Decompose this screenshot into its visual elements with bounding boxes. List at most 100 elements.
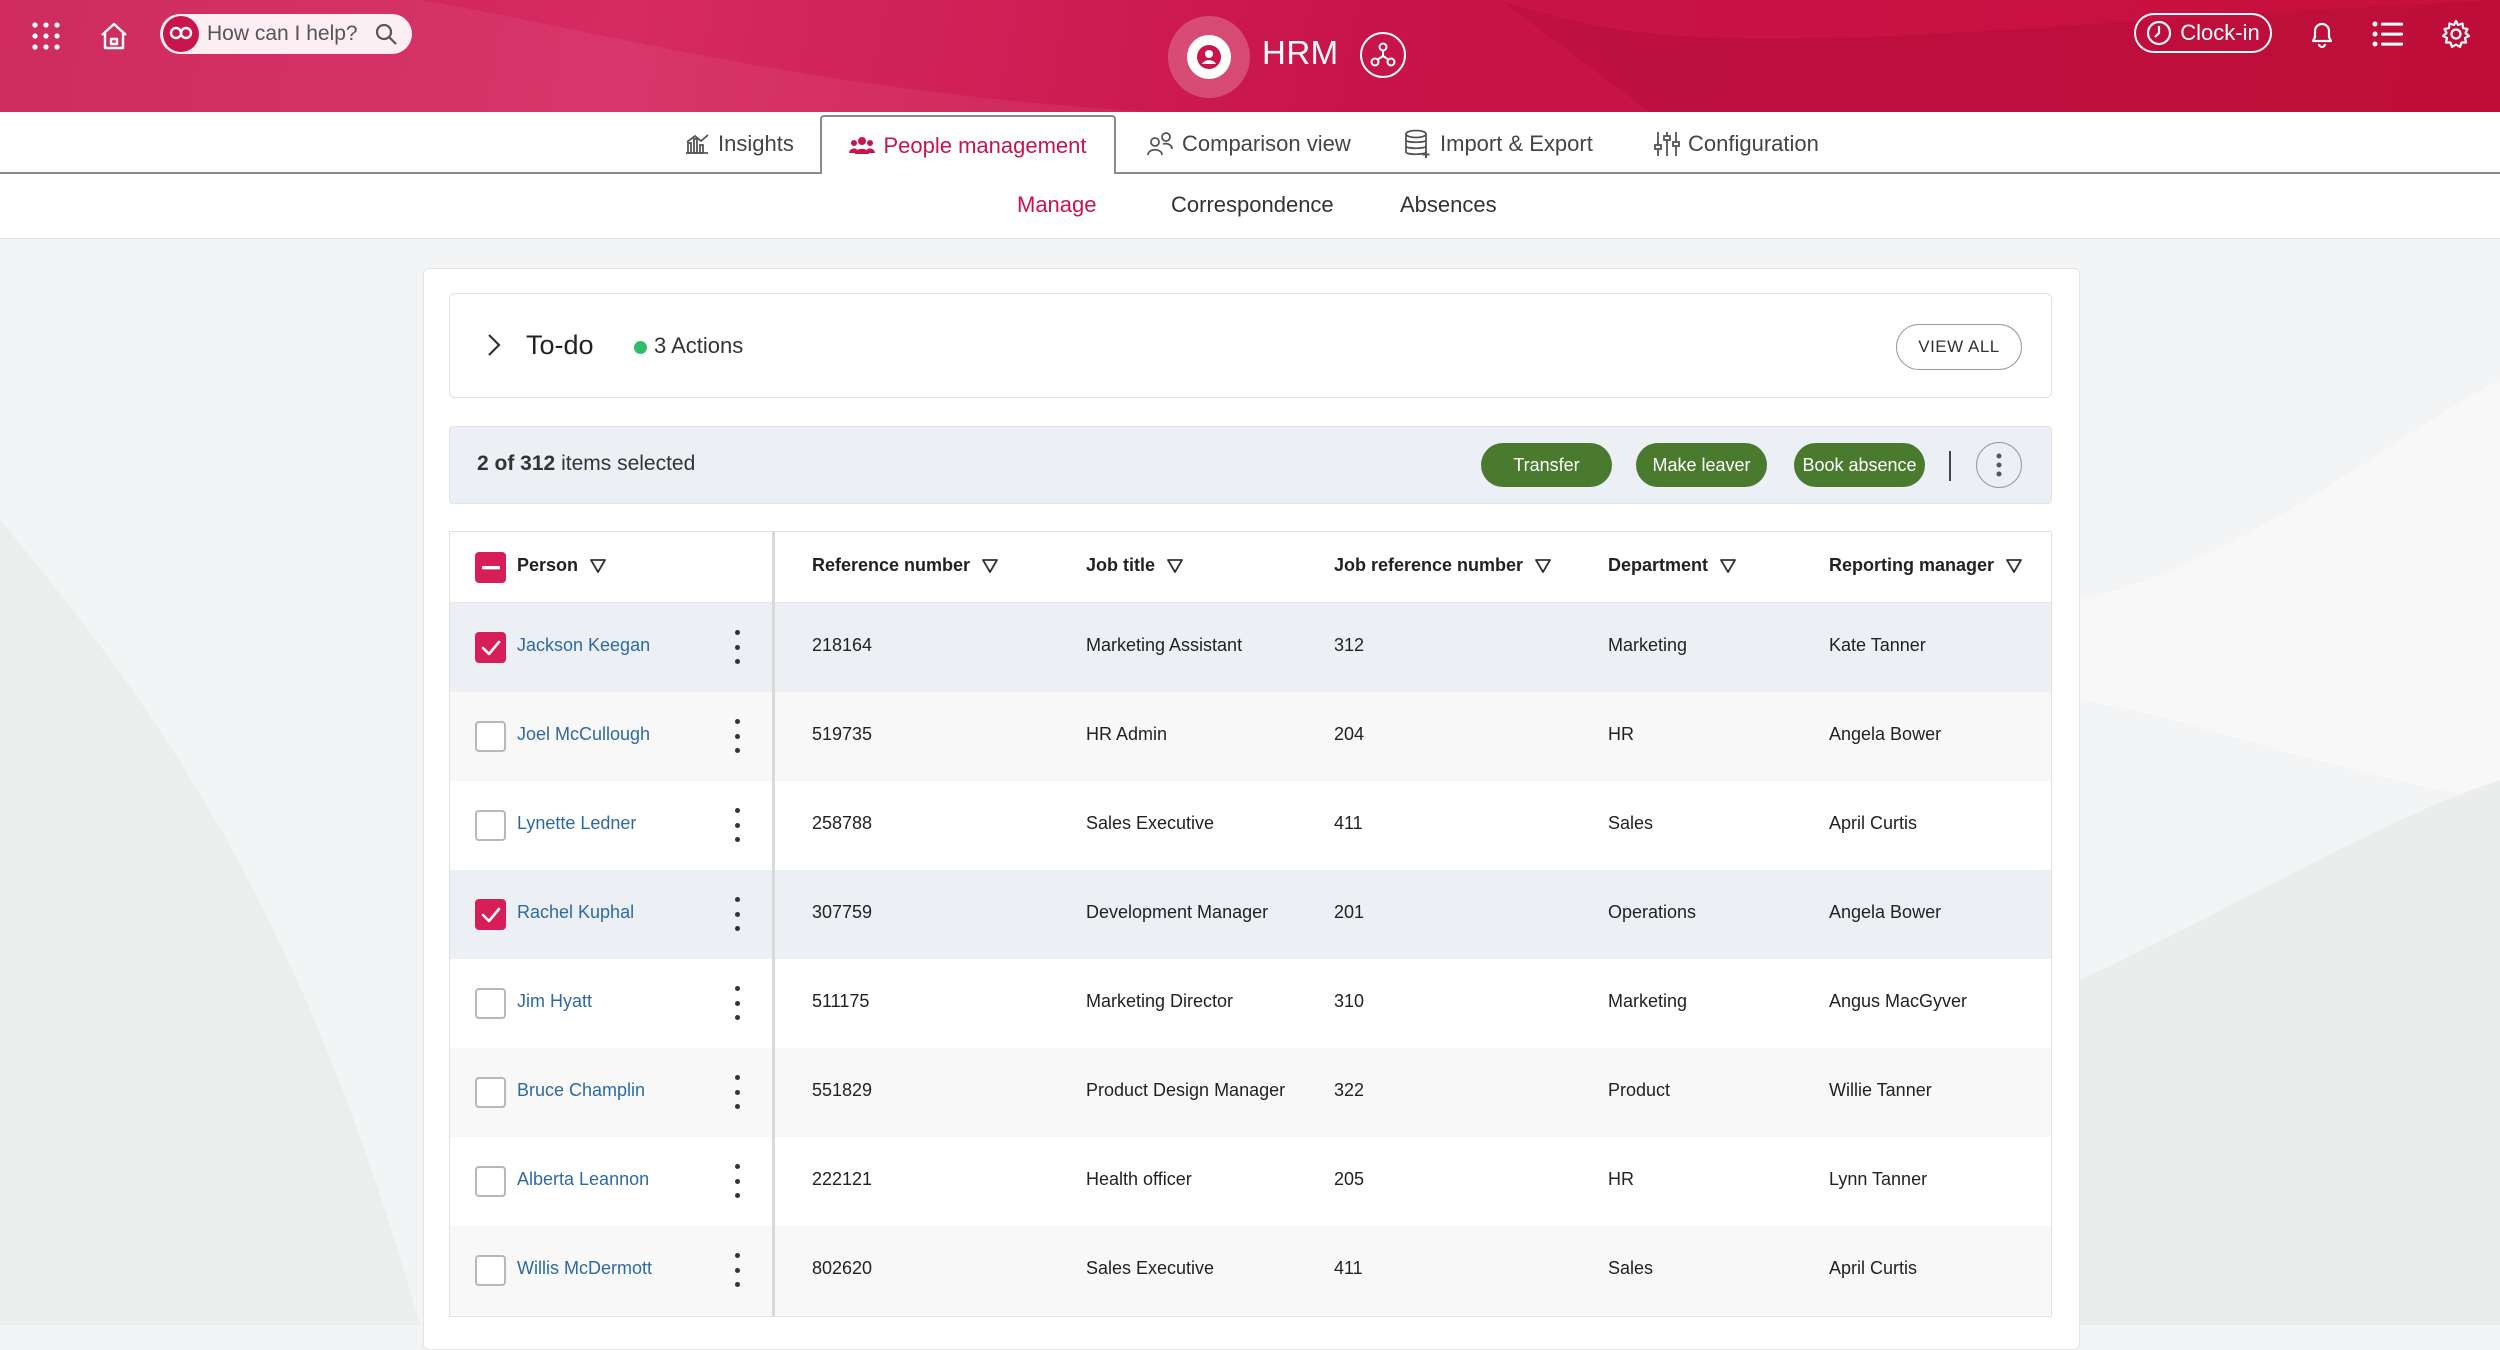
filter-icon[interactable] — [1720, 558, 1736, 573]
tab-people-management[interactable]: People management — [820, 115, 1116, 175]
cell-job-reference-number: 310 — [1334, 991, 1365, 1011]
cell-job-title: Marketing Assistant — [1086, 635, 1243, 655]
cell-job-reference-number: 322 — [1334, 1080, 1365, 1100]
sub-navigation: Manage Correspondence Absences — [0, 174, 2500, 239]
cell-department: Sales — [1608, 813, 1654, 833]
row-checkbox[interactable] — [475, 810, 506, 841]
person-link[interactable]: Jim Hyatt — [517, 991, 593, 1011]
cell-reference-number: 802620 — [812, 1258, 873, 1278]
person-link[interactable]: Rachel Kuphal — [517, 902, 635, 922]
book-absence-button[interactable]: Book absence — [1794, 443, 1925, 487]
row-more-icon[interactable] — [732, 630, 742, 664]
tab-insights[interactable]: Insights — [684, 116, 794, 172]
transfer-button[interactable]: Transfer — [1481, 443, 1612, 487]
table-row[interactable]: Willis McDermott 802620 Sales Executive 411… — [450, 1226, 2051, 1315]
row-checkbox[interactable] — [475, 899, 506, 930]
cell-reporting-manager: April Curtis — [1829, 1258, 1918, 1278]
chevron-right-icon[interactable] — [486, 332, 502, 363]
col-reporting-manager-label: Reporting manager — [1829, 555, 1995, 575]
subnav-correspondence[interactable]: Correspondence — [1171, 192, 1334, 217]
make-leaver-button[interactable]: Make leaver — [1636, 443, 1767, 487]
row-more-icon[interactable] — [732, 897, 742, 931]
checkmark-icon — [481, 640, 500, 655]
row-checkbox[interactable] — [475, 1166, 506, 1197]
table-row[interactable]: Rachel Kuphal 307759 Development Manager 20… — [450, 870, 2051, 959]
search-icon[interactable] — [374, 22, 398, 46]
row-checkbox[interactable] — [475, 1077, 506, 1108]
col-job-title[interactable]: Job title — [1086, 555, 1183, 576]
row-more-icon[interactable] — [732, 719, 742, 753]
person-link[interactable]: Willis McDermott — [517, 1258, 652, 1278]
person-link[interactable]: Jackson Keegan — [517, 635, 651, 655]
col-reporting-manager[interactable]: Reporting manager — [1829, 555, 2022, 576]
col-reference-number-label: Reference number — [812, 555, 971, 575]
cell-department: Marketing — [1608, 991, 1688, 1011]
col-person[interactable]: Person — [517, 555, 606, 576]
settings-gear-icon[interactable] — [2436, 14, 2476, 54]
table-row[interactable]: Jackson Keegan 218164 Marketing Assistant 3… — [450, 603, 2051, 692]
cell-reporting-manager: Lynn Tanner — [1829, 1169, 1928, 1189]
selection-suffix: items selected — [561, 452, 696, 475]
cell-department: HR — [1608, 1169, 1634, 1189]
filter-icon[interactable] — [1167, 558, 1183, 573]
row-checkbox[interactable] — [475, 988, 506, 1019]
home-icon[interactable] — [94, 16, 134, 56]
row-checkbox[interactable] — [475, 1255, 506, 1286]
cell-reporting-manager: Angela Bower — [1829, 902, 1942, 922]
tab-comparison-view[interactable]: Comparison view — [1146, 116, 1351, 172]
people-table: Person Reference number Job title Job re… — [449, 531, 2052, 1317]
table-row[interactable]: Alberta Leannon 222121 Health officer 205 HR… — [450, 1137, 2051, 1226]
tab-insights-label: Insights — [718, 131, 794, 156]
org-network-button[interactable] — [1360, 32, 1406, 78]
search-placeholder: How can I help? — [207, 22, 358, 45]
row-more-icon[interactable] — [732, 808, 742, 842]
col-job-reference-number[interactable]: Job reference number — [1334, 555, 1551, 576]
clockin-button[interactable]: Clock-in — [2134, 13, 2272, 53]
row-checkbox[interactable] — [475, 721, 506, 752]
person-link[interactable]: Alberta Leannon — [517, 1169, 650, 1189]
assistant-search[interactable]: How can I help? — [160, 14, 412, 54]
cell-reporting-manager: Willie Tanner — [1829, 1080, 1932, 1100]
col-department[interactable]: Department — [1608, 555, 1736, 576]
selection-count: 2 of 312 — [477, 452, 556, 475]
tab-configuration-label: Configuration — [1688, 131, 1819, 156]
list-menu-icon[interactable] — [2368, 14, 2408, 54]
select-all-checkbox[interactable] — [475, 552, 506, 583]
more-actions-button[interactable] — [1976, 442, 2022, 488]
tab-configuration[interactable]: Configuration — [1654, 116, 1819, 172]
row-more-icon[interactable] — [732, 1253, 742, 1287]
cell-job-title: Development Manager — [1086, 902, 1269, 922]
filter-icon[interactable] — [2006, 558, 2022, 573]
table-row[interactable]: Lynette Ledner 258788 Sales Executive 411 Sa… — [450, 781, 2051, 870]
person-link[interactable]: Joel McCullough — [517, 724, 651, 744]
cell-reference-number: 218164 — [812, 635, 873, 655]
table-row[interactable]: Jim Hyatt 511175 Marketing Director 310 Mark… — [450, 959, 2051, 1048]
view-all-button[interactable]: VIEW ALL — [1896, 324, 2022, 370]
filter-icon[interactable] — [590, 558, 606, 573]
person-link[interactable]: Lynette Ledner — [517, 813, 637, 833]
assistant-logo-icon — [163, 16, 199, 52]
subnav-manage[interactable]: Manage — [1017, 192, 1097, 217]
tab-import-export[interactable]: Import & Export — [1404, 116, 1593, 172]
filter-icon[interactable] — [982, 558, 998, 573]
cell-job-reference-number: 411 — [1334, 813, 1363, 833]
table-row[interactable]: Bruce Champlin 551829 Product Design Manag… — [450, 1048, 2051, 1137]
col-department-label: Department — [1608, 555, 1709, 575]
cell-reporting-manager: Angela Bower — [1829, 724, 1942, 744]
bell-icon[interactable] — [2302, 14, 2342, 54]
cell-department: Sales — [1608, 1258, 1654, 1278]
col-job-title-label: Job title — [1086, 555, 1156, 575]
row-checkbox[interactable] — [475, 632, 506, 663]
col-job-reference-number-label: Job reference number — [1334, 555, 1524, 575]
person-link[interactable]: Bruce Champlin — [517, 1080, 646, 1100]
col-reference-number[interactable]: Reference number — [812, 555, 998, 576]
tab-import-export-label: Import & Export — [1440, 131, 1593, 156]
filter-icon[interactable] — [1535, 558, 1551, 573]
apps-grid-icon[interactable] — [28, 18, 64, 54]
row-more-icon[interactable] — [732, 986, 742, 1020]
row-more-icon[interactable] — [732, 1164, 742, 1198]
subnav-absences[interactable]: Absences — [1400, 192, 1497, 217]
table-row[interactable]: Joel McCullough 519735 HR Admin 204 HR Angela… — [450, 692, 2051, 781]
cell-job-reference-number: 204 — [1334, 724, 1365, 744]
row-more-icon[interactable] — [732, 1075, 742, 1109]
